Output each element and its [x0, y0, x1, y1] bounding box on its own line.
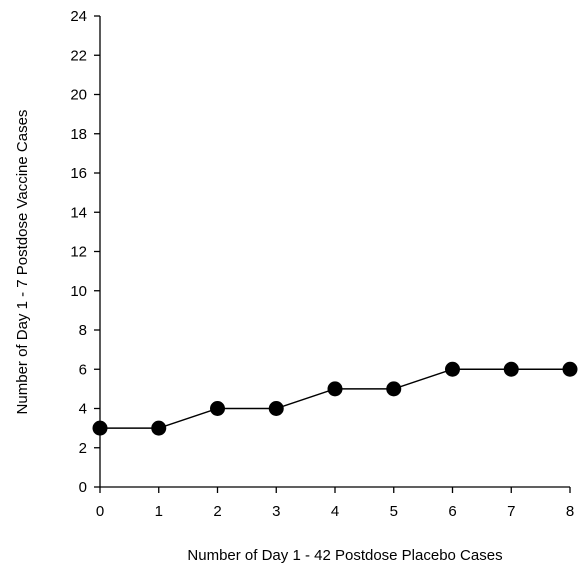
y-tick-label: 22	[70, 47, 87, 64]
data-point	[327, 381, 343, 397]
y-tick-label: 0	[79, 479, 87, 496]
data-point	[445, 361, 460, 377]
x-tick-label: 7	[507, 503, 515, 520]
data-point	[386, 381, 402, 397]
y-tick-label: 24	[70, 8, 87, 25]
y-tick-label: 4	[79, 401, 87, 418]
x-tick-label: 2	[213, 503, 221, 520]
x-tick-label: 4	[331, 503, 339, 520]
y-tick-label: 10	[70, 283, 87, 300]
data-point	[92, 420, 108, 436]
y-tick-label: 16	[70, 165, 87, 182]
x-axis: 0 1 2 3 4 5 6 7 8	[96, 486, 574, 520]
x-tick-label: 0	[96, 503, 104, 520]
series-line	[92, 361, 578, 436]
y-tick-label: 2	[79, 440, 87, 457]
data-point	[503, 361, 519, 377]
y-tick-label: 12	[70, 244, 87, 261]
data-point	[151, 420, 167, 436]
series-polyline	[100, 368, 570, 429]
x-axis-label: Number of Day 1 - 42 Postdose Placebo Ca…	[187, 547, 502, 564]
y-tick-label: 14	[70, 204, 87, 221]
y-tick-label: 8	[79, 322, 87, 339]
x-tick-label: 8	[566, 503, 574, 520]
y-tick-label: 18	[70, 126, 87, 143]
x-tick-label: 6	[448, 503, 456, 520]
y-tick-label: 20	[70, 87, 87, 104]
x-tick-label: 5	[390, 503, 398, 520]
data-point	[210, 401, 225, 416]
x-tick-label: 1	[155, 503, 163, 520]
data-point	[562, 361, 578, 377]
y-tick-label: 6	[79, 361, 87, 378]
x-tick-label: 3	[272, 503, 280, 520]
y-axis-label: Number of Day 1 - 7 Postdose Vaccine Cas…	[14, 110, 31, 415]
data-point	[268, 401, 284, 416]
